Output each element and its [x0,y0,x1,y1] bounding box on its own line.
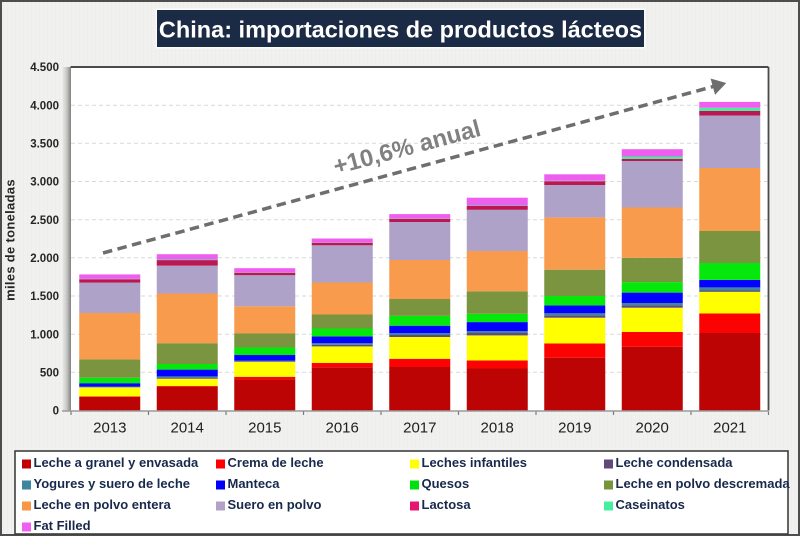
svg-text:Leche a granel y envasada: Leche a granel y envasada [34,455,200,470]
svg-text:3.500: 3.500 [30,139,59,151]
svg-text:Fat Filled: Fat Filled [34,518,91,533]
svg-text:Yogures y suero de leche: Yogures y suero de leche [34,476,191,491]
svg-text:Lactosa: Lactosa [422,497,472,512]
svg-text:2.000: 2.000 [30,253,59,265]
svg-text:2015: 2015 [248,420,281,437]
svg-text:Quesos: Quesos [422,476,470,491]
svg-text:Manteca: Manteca [228,476,281,491]
svg-text:2021: 2021 [713,420,746,437]
svg-text:2017: 2017 [403,420,436,437]
svg-text:2018: 2018 [481,420,514,437]
svg-text:miles de toneladas: miles de toneladas [3,179,18,301]
svg-text:0: 0 [53,406,59,418]
svg-text:2.500: 2.500 [30,215,59,227]
svg-text:2016: 2016 [326,420,359,437]
svg-text:4.500: 4.500 [30,62,59,74]
svg-text:Suero en polvo: Suero en polvo [228,497,322,512]
svg-text:2014: 2014 [171,420,204,437]
svg-text:Caseinatos: Caseinatos [616,497,685,512]
svg-text:500: 500 [40,368,59,380]
svg-text:1.000: 1.000 [30,329,59,341]
svg-text:4.000: 4.000 [30,100,59,112]
svg-text:China: importaciones de produc: China: importaciones de productos lácteo… [159,17,642,43]
svg-text:Leche en polvo entera: Leche en polvo entera [34,497,172,512]
svg-text:Leches infantiles: Leches infantiles [422,455,527,470]
svg-text:Crema de leche: Crema de leche [228,455,324,470]
svg-text:3.000: 3.000 [30,177,59,189]
svg-text:1.500: 1.500 [30,291,59,303]
svg-text:Leche en polvo descremada: Leche en polvo descremada [616,476,791,491]
svg-text:2020: 2020 [636,420,669,437]
svg-text:2013: 2013 [93,420,126,437]
svg-text:2019: 2019 [558,420,591,437]
svg-text:Leche condensada: Leche condensada [616,455,734,470]
